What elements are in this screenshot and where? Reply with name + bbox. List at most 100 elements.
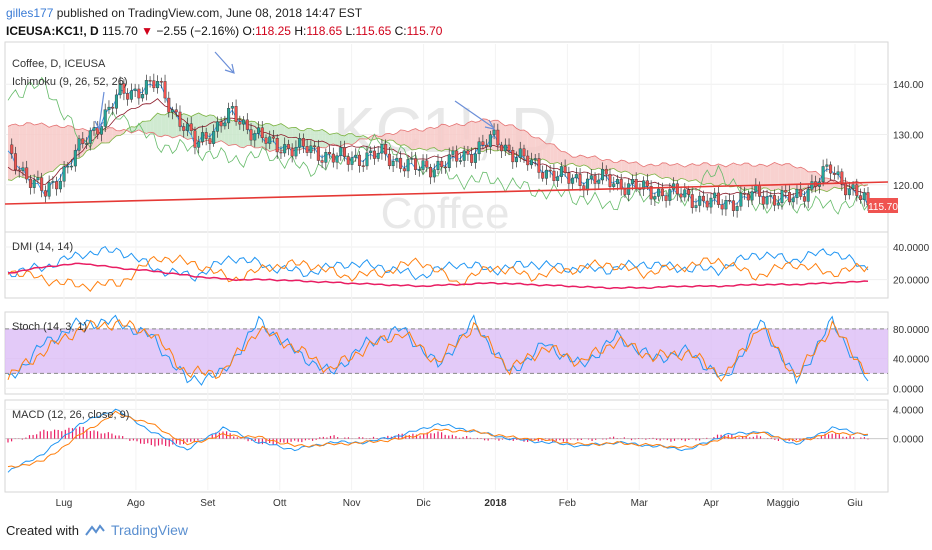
support-trendline[interactable] (4, 181, 889, 205)
candle (137, 84, 141, 105)
arrow-head-icon (224, 63, 235, 74)
candle (17, 166, 21, 178)
stoch-label[interactable]: Stoch (14, 3, 1) (12, 321, 88, 333)
author-link[interactable]: gilles177 (6, 6, 54, 20)
x-tick-label: Giu (847, 498, 863, 509)
candle (313, 141, 317, 154)
ichimoku-cloud-segment (654, 165, 659, 177)
ichimoku-cloud-segment (628, 162, 633, 176)
ichimoku-cloud-segment (789, 163, 794, 191)
annotation-arrow-1[interactable] (98, 91, 105, 129)
candle (548, 165, 552, 178)
candle-body (832, 172, 836, 175)
candle-body (713, 192, 717, 199)
ichimoku-cloud-segment (580, 155, 584, 167)
candle (477, 137, 481, 161)
candle-body (402, 168, 406, 172)
ichimoku-cloud-segment (550, 143, 554, 164)
candle-body (810, 181, 814, 190)
candle (642, 176, 646, 197)
ichimoku-cloud-segment (460, 125, 465, 149)
ichimoku-cloud-segment (606, 159, 610, 172)
candle (320, 154, 324, 169)
publish-header: gilles177 published on TradingView.com, … (6, 6, 362, 20)
annotation-arrow-2[interactable] (214, 51, 234, 73)
macd-signal-line (7, 410, 869, 468)
candle (462, 145, 466, 168)
candle-body (399, 157, 403, 169)
candle-body (313, 145, 317, 148)
ichimoku-cloud-segment (445, 124, 450, 150)
candle (503, 138, 507, 156)
candle-body (799, 188, 803, 197)
candle (458, 153, 462, 165)
tradingview-brand[interactable]: TradingView (110, 522, 189, 538)
candle (776, 195, 780, 210)
candle-body (567, 172, 571, 184)
ichimoku-label[interactable]: Ichimoku (9, 26, 52, 26) (12, 76, 128, 88)
candle-body (66, 165, 70, 168)
ichimoku-cloud-segment (329, 133, 334, 146)
y-tick-label: 0.0000 (893, 435, 924, 446)
candle-body (750, 191, 754, 201)
candle (526, 150, 530, 171)
ichimoku-cloud-segment (767, 164, 771, 191)
y-tick-label: 140.00 (893, 80, 924, 91)
candle (200, 125, 204, 146)
candle-body (507, 144, 511, 151)
candle-body (331, 153, 335, 163)
annotation-arrow-3[interactable] (454, 100, 495, 129)
close-value: 115.70 (406, 24, 443, 38)
candle (107, 100, 111, 114)
ichimoku-cloud-segment (26, 122, 31, 179)
candle-body (443, 166, 447, 169)
candle (167, 91, 171, 118)
y-tick-label: 40.0000 (893, 355, 930, 366)
candle-body (137, 88, 141, 99)
candle (85, 137, 89, 149)
candle (126, 88, 130, 106)
chikou-span-line (7, 76, 869, 215)
candle (257, 121, 261, 139)
candle-body (197, 141, 201, 148)
x-tick-label: Maggio (767, 498, 800, 509)
candle-body (10, 144, 14, 154)
candle (522, 144, 526, 163)
ichimoku-cloud-segment (165, 112, 169, 136)
ichimoku-cloud-segment (449, 125, 453, 152)
candle (552, 164, 556, 185)
candle-body (571, 177, 575, 184)
candle-body (851, 184, 855, 189)
ichimoku-cloud-segment (785, 163, 790, 193)
candle-body (17, 169, 21, 172)
candle-body (705, 200, 709, 208)
candle-body (141, 94, 145, 99)
candle (185, 117, 189, 137)
candle-body (215, 121, 219, 132)
ichimoku-cloud-segment (52, 125, 57, 172)
ichimoku-cloud-segment (419, 130, 424, 150)
candle-body (556, 176, 560, 181)
ichimoku-cloud-segment (770, 162, 775, 191)
ichimoku-cloud-segment (561, 151, 566, 167)
candle (380, 139, 384, 160)
dmi-label[interactable]: DMI (14, 14) (12, 241, 74, 253)
candle (455, 145, 459, 168)
candle-body (126, 93, 130, 100)
macd-label[interactable]: MACD (12, 26, close, 9) (12, 409, 130, 421)
ichimoku-cloud-segment (153, 113, 158, 137)
candle-body (43, 190, 47, 197)
ichimoku-cloud-segment (292, 127, 296, 150)
ichimoku-cloud-segment (587, 156, 592, 170)
candle (799, 182, 803, 200)
ichimoku-cloud-segment (340, 135, 345, 147)
ichimoku-cloud-segment (793, 166, 797, 190)
symbol-ticker[interactable]: ICEUSA:KC1!, D (6, 24, 99, 38)
ichimoku-cloud-segment (651, 164, 655, 175)
chart-area[interactable]: KC1!, D Coffee 115.70 120.00130.00140.00… (0, 40, 932, 512)
ichimoku-cloud-segment (696, 165, 700, 183)
ichimoku-cloud-segment (617, 160, 622, 173)
y-tick-label: 120.00 (893, 181, 924, 192)
candle-body (773, 195, 777, 206)
candle (43, 185, 47, 203)
